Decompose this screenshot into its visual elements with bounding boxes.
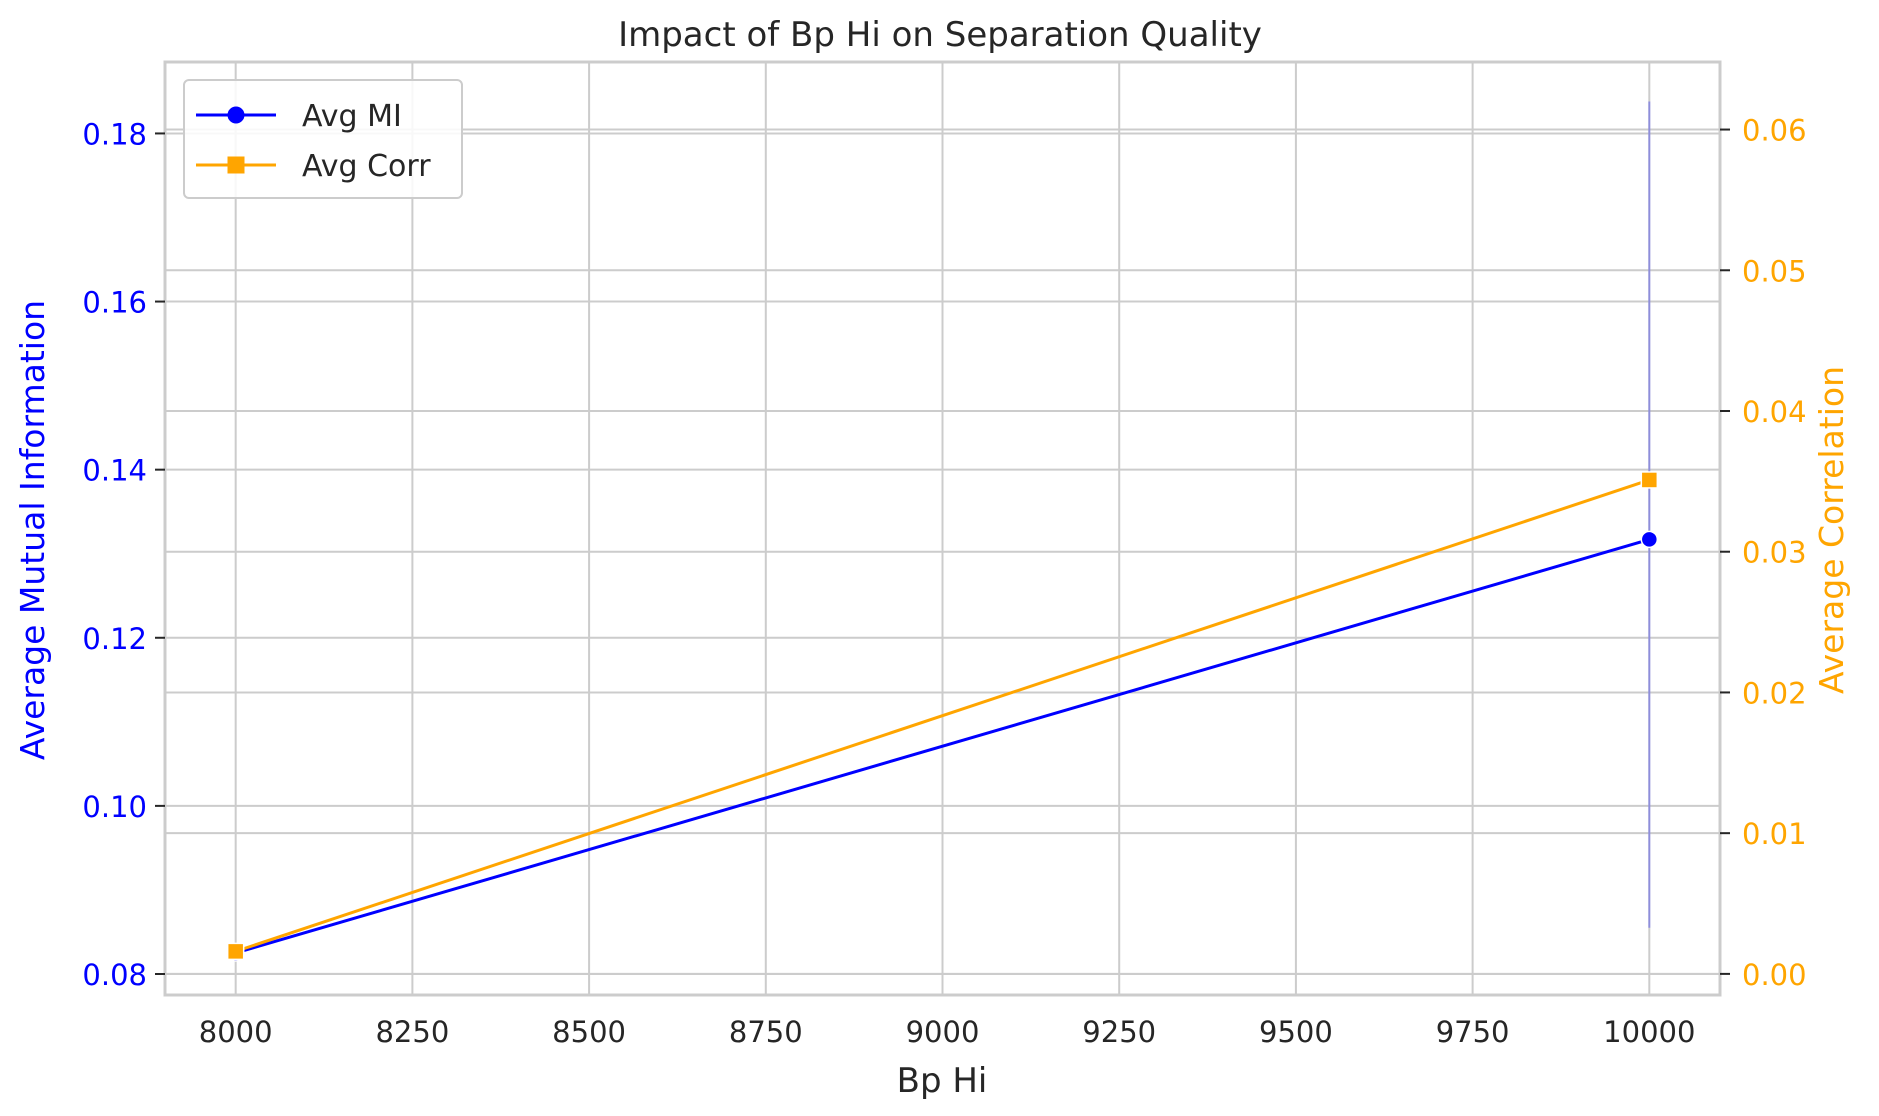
x-tick-label: 8000 (199, 1015, 273, 1049)
data-point-avg-mi (1640, 530, 1659, 549)
right-y-tick-label: 0.01 (1742, 817, 1807, 851)
legend-box (183, 79, 463, 199)
x-tick-label: 8750 (729, 1015, 803, 1049)
x-tick-label: 9250 (1082, 1015, 1156, 1049)
right-y-tick-labels: 0.00 0.01 0.02 0.03 0.04 0.05 0.06 (1720, 114, 1807, 992)
left-y-tick-label: 0.16 (82, 286, 147, 320)
x-gridlines (234, 62, 1651, 995)
left-y-tick-label: 0.14 (82, 454, 147, 488)
legend-entry-avg-corr: Avg Corr (196, 149, 431, 184)
series-line-avg-corr (235, 478, 1650, 953)
right-y-tick-label: 0.04 (1742, 395, 1807, 429)
x-tick-label: 10000 (1603, 1015, 1695, 1049)
right-y-tick-label: 0.06 (1742, 114, 1807, 148)
left-y-tick-label: 0.08 (82, 958, 147, 992)
left-y-tick-label: 0.12 (82, 622, 147, 656)
chart-title: Impact of Bp Hi on Separation Quality (618, 15, 1262, 55)
x-tick-label: 8250 (375, 1015, 449, 1049)
data-point-avg-corr (1640, 471, 1659, 489)
legend-entry-avg-mi: Avg MI (196, 99, 402, 134)
series-line-avg-mi (235, 537, 1650, 955)
right-y-axis-label: Average Correlation (1812, 366, 1851, 694)
series-lines (235, 478, 1650, 955)
series-markers (226, 471, 1659, 962)
x-tick-label: 9750 (1436, 1015, 1510, 1049)
x-axis-label: Bp Hi (897, 1061, 988, 1101)
plot-area-frame (163, 60, 1722, 997)
left-y-tick-label: 0.10 (82, 790, 147, 824)
legend-label-avg-mi: Avg MI (302, 99, 402, 134)
left-y-tick-label: 0.18 (82, 117, 147, 151)
legend-label-avg-corr: Avg Corr (302, 149, 431, 184)
right-y-tick-label: 0.03 (1742, 536, 1807, 570)
left-y-axis-label: Average Mutual Information (13, 300, 52, 760)
x-tick-label: 9000 (906, 1015, 980, 1049)
right-y-tick-label: 0.02 (1742, 676, 1807, 710)
x-tick-label: 9500 (1259, 1015, 1333, 1049)
x-tick-label: 8500 (552, 1015, 626, 1049)
legend-marker-avg-mi (227, 106, 245, 124)
left-y-tick-labels: 0.08 0.10 0.12 0.14 0.16 0.18 (82, 117, 165, 992)
right-y-tick-label: 0.05 (1742, 254, 1807, 288)
legend: Avg MI Avg Corr (183, 79, 463, 199)
legend-marker-avg-corr (227, 156, 245, 174)
right-y-tick-label: 0.00 (1742, 958, 1807, 992)
x-tick-labels: 8000 8250 8500 8750 9000 9250 9500 9750 10000 (199, 1015, 1696, 1049)
data-point-avg-corr (226, 942, 245, 961)
